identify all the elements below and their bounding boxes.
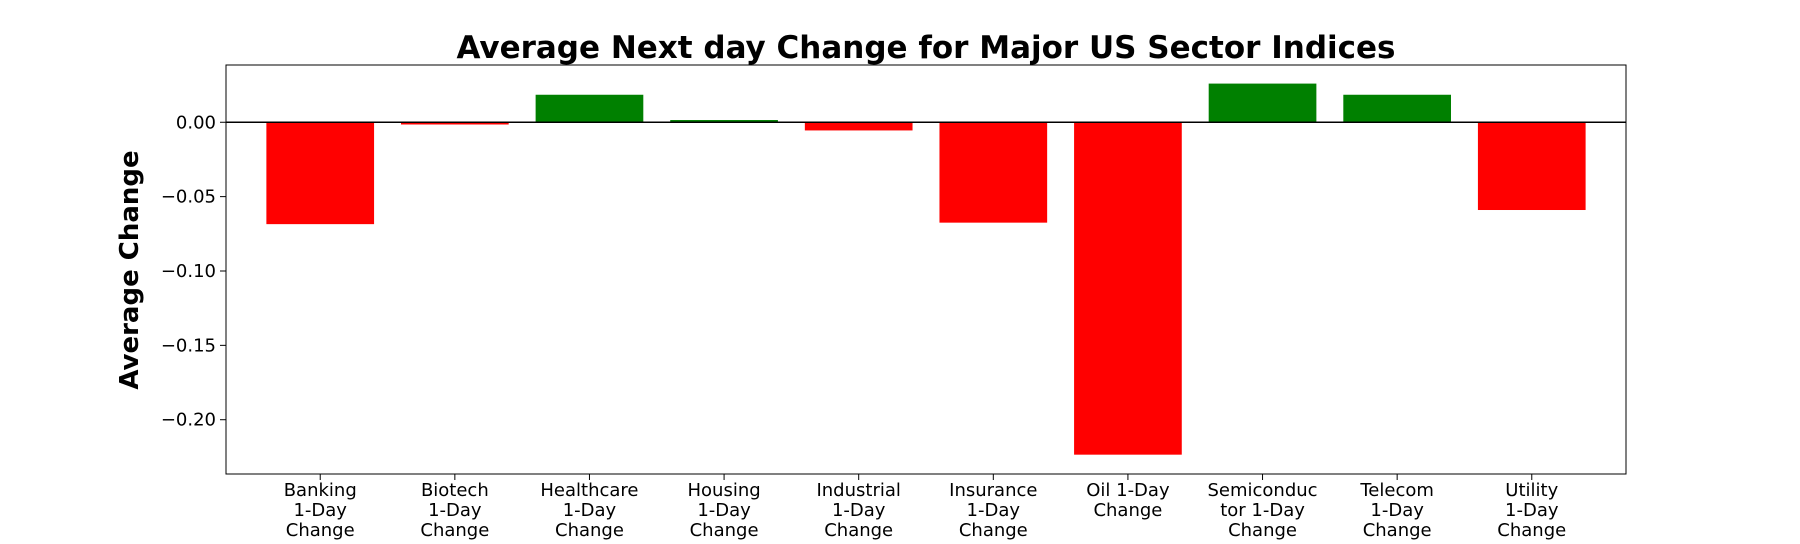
x-tick-label-line: 1-Day xyxy=(428,500,482,521)
x-tick-label-line: 1-Day xyxy=(293,500,347,521)
x-tick-label-line: Banking xyxy=(284,480,357,501)
bar xyxy=(1208,83,1317,123)
x-tick-label-line: Biotech xyxy=(421,480,489,501)
chart-title: Average Next day Change for Major US Sec… xyxy=(456,30,1395,66)
x-tick-label-line: 1-Day xyxy=(1505,500,1559,521)
bar xyxy=(1074,122,1182,455)
x-tick-label-line: Insurance xyxy=(949,480,1037,501)
bar xyxy=(1343,94,1451,123)
x-tick-label-line: 1-Day xyxy=(967,500,1021,521)
x-tick-label-line: Change xyxy=(1093,500,1162,521)
x-tick-label: Semiconduc tor 1-Day Change xyxy=(1207,480,1317,540)
x-tick-label-line: Change xyxy=(1363,520,1432,540)
y-tick-label: −0.15 xyxy=(161,335,216,356)
x-tick-label-line: Industrial xyxy=(816,480,900,501)
x-tick-label: Biotech 1-Day Change xyxy=(420,480,489,540)
y-tick-label: −0.20 xyxy=(161,410,216,431)
x-tick-label: Industrial 1-Day Change xyxy=(816,480,900,540)
x-tick-label-line: Change xyxy=(286,520,355,540)
x-tick-label-line: Telecom xyxy=(1359,480,1434,501)
x-tick-label-line: Change xyxy=(420,520,489,540)
x-tick-label-line: 1-Day xyxy=(697,500,751,521)
x-tick-label: Utility 1-Day Change xyxy=(1497,480,1566,540)
x-tick-label: Insurance 1-Day Change xyxy=(949,480,1037,540)
x-tick-label-line: Housing xyxy=(687,480,760,501)
bar xyxy=(804,122,913,131)
x-tick-label-line: Oil 1-Day xyxy=(1086,480,1170,501)
x-tick-label: Banking 1-Day Change xyxy=(284,480,357,540)
x-tick-label-line: 1-Day xyxy=(563,500,617,521)
x-tick-label: Oil 1-Day Change xyxy=(1086,480,1170,521)
bar xyxy=(266,122,375,225)
x-tick-label: Telecom 1-Day Change xyxy=(1359,480,1434,540)
x-tick-label-line: Change xyxy=(690,520,759,540)
x-tick-label: Housing 1-Day Change xyxy=(687,480,760,540)
bar xyxy=(1477,122,1586,211)
x-tick-label: Healthcare 1-Day Change xyxy=(540,480,638,540)
x-tick-label-line: Change xyxy=(555,520,624,540)
y-tick-label: −0.10 xyxy=(161,261,216,282)
y-axis-label: Average Change xyxy=(115,150,145,389)
plot-frame xyxy=(225,64,1627,475)
x-tick-label-line: Semiconduc xyxy=(1207,480,1317,501)
bar xyxy=(939,122,1048,223)
bar xyxy=(535,94,644,123)
x-tick-label-line: Utility xyxy=(1505,480,1558,501)
x-tick-label-line: 1-Day xyxy=(1370,500,1424,521)
x-tick-label-line: Change xyxy=(824,520,893,540)
x-tick-label-line: tor 1-Day xyxy=(1220,500,1305,521)
x-tick-label-line: Change xyxy=(1228,520,1297,540)
y-tick-label: −0.05 xyxy=(161,187,216,208)
y-tick-label: 0.00 xyxy=(176,112,216,133)
x-tick-label-line: 1-Day xyxy=(832,500,886,521)
bar xyxy=(670,120,778,123)
x-tick-label-line: Change xyxy=(959,520,1028,540)
x-tick-label-line: Change xyxy=(1497,520,1566,540)
x-tick-label-line: Healthcare xyxy=(540,480,638,501)
bar xyxy=(401,122,509,125)
